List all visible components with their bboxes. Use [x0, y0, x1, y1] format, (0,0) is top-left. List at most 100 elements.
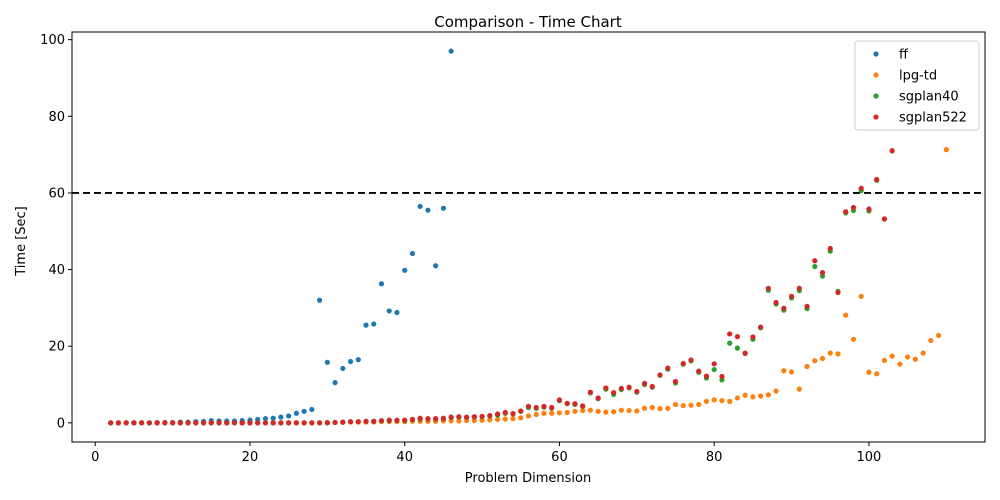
legend: ff lpg-td sgplan40 sgplan522	[854, 40, 980, 131]
x-tick-label: 40	[396, 450, 413, 465]
data-point-ff	[440, 205, 446, 211]
data-point-sgplan522	[185, 420, 191, 426]
data-point-sgplan522	[788, 293, 795, 299]
data-point-ff	[347, 358, 354, 365]
data-point-sgplan522	[827, 245, 833, 252]
data-point-lpg-td	[781, 368, 787, 374]
data-point-ff	[417, 203, 423, 209]
data-point-sgplan522	[255, 420, 261, 426]
data-point-sgplan522	[131, 420, 137, 426]
data-point-lpg-td	[843, 312, 849, 318]
data-point-sgplan522	[835, 289, 841, 296]
data-point-sgplan522	[866, 206, 872, 212]
data-point-sgplan522	[402, 417, 408, 423]
data-point-sgplan522	[688, 357, 694, 363]
data-point-sgplan522	[123, 420, 129, 426]
data-point-sgplan522	[510, 411, 516, 417]
data-point-sgplan522	[889, 148, 895, 154]
data-point-sgplan522	[611, 389, 617, 396]
data-point-sgplan522	[386, 417, 392, 423]
data-point-ff	[394, 309, 400, 316]
data-point-ff	[340, 365, 346, 372]
data-point-ff	[402, 267, 408, 273]
legend-marker-lpg-td	[873, 72, 879, 78]
data-point-sgplan522	[595, 395, 601, 401]
data-point-sgplan522	[224, 420, 230, 426]
data-point-sgplan40	[727, 340, 733, 346]
data-point-sgplan40	[734, 345, 741, 351]
legend-label-ff: ff	[899, 48, 909, 63]
data-point-lpg-td	[734, 395, 741, 401]
data-point-sgplan522	[316, 420, 323, 426]
data-point-sgplan522	[634, 388, 640, 395]
series-ff	[108, 48, 454, 426]
data-point-sgplan522	[340, 419, 346, 425]
data-point-ff	[378, 281, 385, 287]
legend-marker-ff	[873, 51, 879, 57]
data-point-sgplan522	[417, 415, 423, 421]
data-point-lpg-td	[641, 405, 648, 411]
data-point-sgplan522	[487, 412, 493, 419]
data-point-sgplan522	[146, 420, 152, 426]
x-tick-label: 20	[242, 450, 259, 465]
data-point-ff	[332, 380, 338, 386]
data-point-ff	[309, 406, 315, 413]
data-point-lpg-td	[750, 394, 756, 400]
data-point-sgplan522	[703, 373, 710, 379]
data-point-lpg-td	[897, 361, 903, 367]
x-tick-label: 0	[91, 450, 99, 465]
data-point-ff	[262, 416, 269, 422]
data-point-sgplan522	[750, 334, 756, 340]
data-point-lpg-td	[611, 409, 617, 415]
data-point-lpg-td	[595, 408, 601, 414]
data-point-ff	[363, 322, 369, 328]
data-point-sgplan522	[711, 361, 717, 367]
legend-label-sgplan522: sgplan522	[899, 111, 967, 126]
data-point-lpg-td	[572, 408, 578, 414]
data-point-sgplan522	[641, 380, 648, 386]
data-point-sgplan522	[719, 373, 725, 380]
data-point-lpg-td	[487, 417, 493, 423]
data-point-sgplan522	[494, 411, 501, 417]
data-point-sgplan522	[572, 401, 578, 407]
data-point-sgplan522	[525, 403, 532, 409]
data-point-sgplan522	[286, 420, 292, 426]
data-point-lpg-td	[819, 355, 826, 362]
x-tick-label: 60	[551, 450, 568, 465]
data-point-lpg-td	[525, 413, 532, 419]
data-point-sgplan522	[843, 209, 849, 215]
data-point-lpg-td	[549, 410, 555, 416]
data-point-sgplan522	[657, 372, 663, 378]
data-point-sgplan522	[216, 420, 222, 426]
data-point-lpg-td	[866, 369, 872, 375]
data-point-ff	[425, 207, 431, 213]
data-point-ff	[386, 308, 392, 314]
data-point-ff	[316, 297, 323, 303]
data-point-lpg-td	[765, 392, 771, 398]
data-point-lpg-td	[649, 404, 655, 411]
data-point-lpg-td	[665, 405, 671, 411]
data-point-sgplan522	[378, 417, 385, 424]
data-point-sgplan522	[649, 383, 655, 390]
data-point-lpg-td	[711, 397, 717, 403]
data-point-sgplan522	[193, 420, 199, 426]
data-point-lpg-td	[510, 416, 516, 422]
data-point-sgplan522	[301, 420, 307, 426]
x-axis-label: Problem Dimension	[465, 471, 591, 486]
y-tick-label: 80	[48, 110, 65, 125]
data-point-sgplan522	[231, 420, 238, 426]
data-point-sgplan522	[580, 403, 586, 409]
data-point-sgplan522	[324, 420, 330, 426]
data-point-sgplan522	[162, 420, 168, 426]
legend-label-lpg-td: lpg-td	[899, 69, 937, 84]
data-point-lpg-td	[502, 416, 508, 422]
data-point-sgplan522	[564, 400, 570, 406]
data-point-ff	[448, 48, 454, 54]
data-point-lpg-td	[564, 409, 570, 416]
data-point-sgplan522	[448, 414, 454, 420]
data-point-sgplan522	[394, 417, 400, 423]
data-point-sgplan522	[727, 331, 733, 337]
data-point-lpg-td	[758, 393, 764, 399]
data-point-lpg-td	[533, 411, 539, 418]
data-point-sgplan522	[309, 420, 315, 426]
